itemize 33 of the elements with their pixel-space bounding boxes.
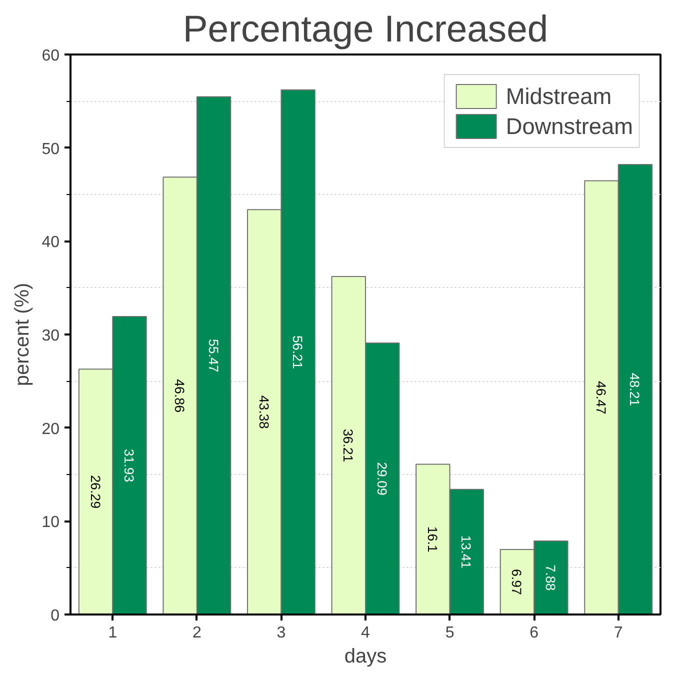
data-label: 16.1 xyxy=(424,526,440,552)
x-tick-label: 1 xyxy=(108,624,118,642)
legend-label: Downstream xyxy=(506,112,633,140)
data-label: 36.21 xyxy=(340,428,356,462)
data-label: 7.88 xyxy=(542,564,558,591)
data-label: 46.86 xyxy=(172,379,188,413)
y-tick-label: 60 xyxy=(42,48,60,64)
y-tick-label: 50 xyxy=(42,140,60,158)
x-tick-label: 4 xyxy=(361,624,370,642)
data-label: 29.09 xyxy=(374,462,390,496)
data-label: 55.47 xyxy=(206,338,221,372)
y-tick-label: 40 xyxy=(42,234,60,252)
x-tick-label: 2 xyxy=(192,624,202,642)
data-label: 56.21 xyxy=(290,336,306,369)
data-label: 46.47 xyxy=(594,380,608,414)
data-label: 48.21 xyxy=(627,372,642,406)
data-label: 13.41 xyxy=(458,535,474,569)
x-tick-label: 5 xyxy=(445,624,454,642)
x-tick-label: 6 xyxy=(530,624,539,642)
data-label: 6.97 xyxy=(509,569,524,595)
x-tick-label: 3 xyxy=(276,624,286,642)
legend-label: Midstream xyxy=(506,82,612,110)
data-label: 31.93 xyxy=(122,448,136,482)
y-tick-label: 0 xyxy=(50,608,60,624)
chart-title: Percentage Increased xyxy=(182,8,548,50)
y-axis-title: percent (%) xyxy=(12,282,34,386)
y-tick-label: 10 xyxy=(42,514,60,532)
x-axis-title: days xyxy=(344,646,387,668)
y-tick-label: 30 xyxy=(42,328,60,344)
data-label: 26.29 xyxy=(88,475,103,508)
x-tick-label: 7 xyxy=(614,624,623,642)
data-label: 43.38 xyxy=(256,395,272,429)
y-tick-label: 20 xyxy=(42,420,60,438)
